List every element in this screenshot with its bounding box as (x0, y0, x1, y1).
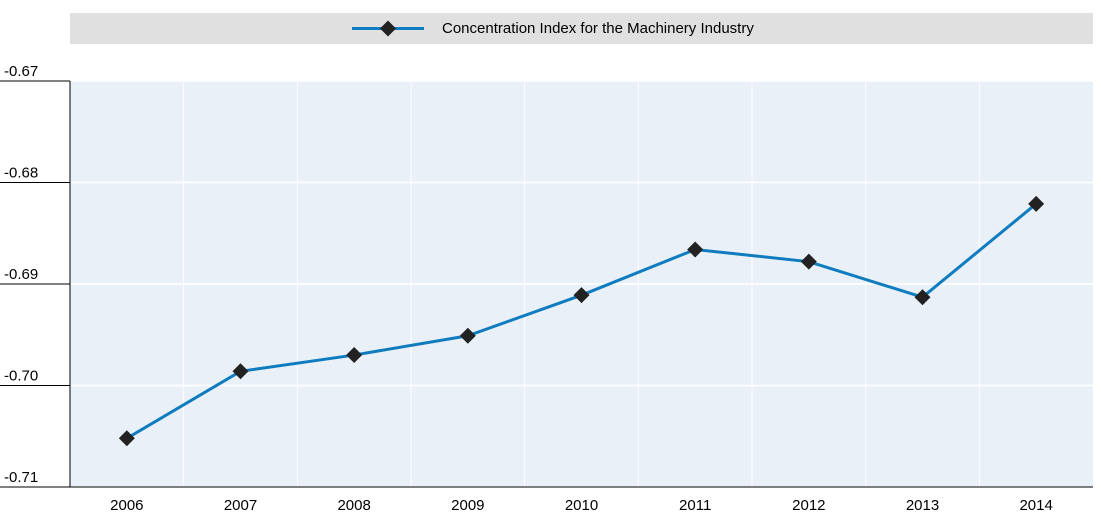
x-tick-label: 2010 (565, 497, 598, 514)
x-tick-label: 2009 (451, 497, 484, 514)
y-tick-label: -0.70 (4, 367, 38, 384)
y-tick-label: -0.67 (4, 63, 38, 80)
legend-box (70, 13, 1093, 44)
legend-marker (380, 20, 396, 37)
data-point (459, 327, 476, 344)
data-point (232, 363, 249, 380)
data-point (800, 253, 817, 270)
data-point (573, 287, 590, 304)
x-tick-label: 2014 (1019, 497, 1052, 514)
data-point (1028, 195, 1045, 212)
data-point (118, 430, 135, 447)
x-tick-label: 2007 (224, 497, 257, 514)
x-tick-label: 2008 (337, 497, 370, 514)
y-tick-label: -0.69 (4, 266, 38, 283)
data-point (346, 347, 363, 364)
data-point (687, 241, 704, 258)
data-point (914, 289, 931, 306)
y-tick-label: -0.68 (4, 164, 38, 181)
x-tick-label: 2013 (906, 497, 939, 514)
x-tick-label: 2006 (110, 497, 143, 514)
x-tick-label: 2012 (792, 497, 825, 514)
legend-label: Concentration Index for the Machinery In… (442, 20, 754, 37)
x-tick-label: 2011 (679, 497, 711, 514)
y-tick-label: -0.71 (4, 469, 38, 486)
